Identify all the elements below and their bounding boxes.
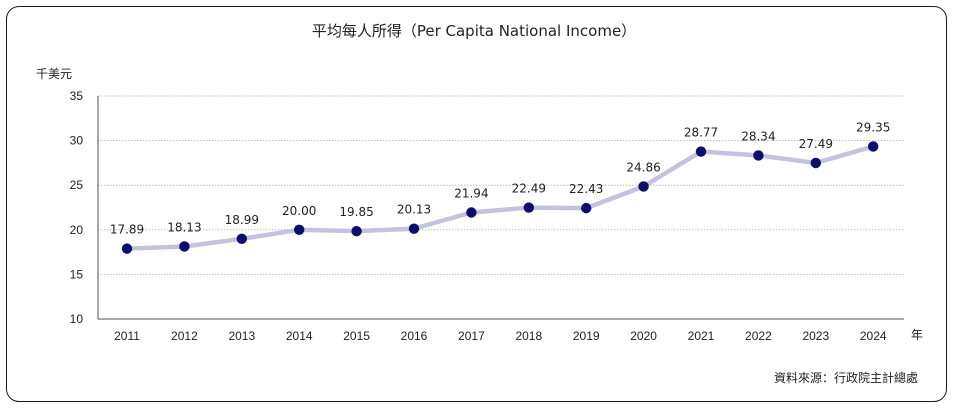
data-point <box>868 141 879 152</box>
data-label: 22.43 <box>569 182 603 196</box>
x-tick-label: 2020 <box>630 329 657 343</box>
x-tick-label: 2019 <box>573 329 600 343</box>
x-tick-label: 2011 <box>114 329 140 343</box>
data-point <box>294 224 305 235</box>
data-label: 24.86 <box>626 160 660 174</box>
data-label: 19.85 <box>339 205 373 219</box>
data-point <box>753 150 764 161</box>
x-tick-label: 2018 <box>515 329 542 343</box>
data-label: 18.13 <box>167 220 201 234</box>
y-tick-label: 15 <box>70 267 84 281</box>
data-label: 29.35 <box>856 120 890 134</box>
x-tick-label: 2021 <box>688 329 715 343</box>
series-income <box>121 141 879 254</box>
x-tick-label: 2012 <box>171 329 198 343</box>
x-axis-unit: 年 <box>911 328 923 342</box>
data-label: 22.49 <box>512 182 546 196</box>
y-tick-label: 20 <box>70 223 84 237</box>
data-point <box>351 225 362 237</box>
source-note: 資料來源：行政院主計總處 <box>774 370 918 385</box>
data-label: 28.34 <box>741 129 775 143</box>
data-label: 27.49 <box>799 137 833 151</box>
chart-title: 平均每人所得（Per Capita National Income） <box>312 22 636 40</box>
x-tick-label: 2015 <box>343 329 370 343</box>
data-label: 17.89 <box>110 223 144 237</box>
data-point <box>408 223 420 234</box>
series-line <box>124 144 876 251</box>
x-axis-ticks: 2011 2012 2013 2014 2015 2016 2017 2018 2019 2020… <box>114 329 887 343</box>
data-label: 20.13 <box>397 203 431 217</box>
y-axis-ticks: 10 15 20 25 30 35 <box>70 89 84 326</box>
x-tick-label: 2013 <box>228 329 255 343</box>
data-point <box>581 202 592 214</box>
x-tick-label: 2016 <box>401 329 428 343</box>
y-tick-label: 25 <box>70 178 84 192</box>
data-label: 18.99 <box>225 213 259 227</box>
y-tick-label: 35 <box>70 89 84 103</box>
y-tick-label: 10 <box>70 312 84 326</box>
data-label: 28.77 <box>684 126 718 140</box>
data-point <box>121 243 133 254</box>
data-label: 20.00 <box>282 204 316 218</box>
y-axis-unit: 千美元 <box>36 67 72 81</box>
data-label: 21.94 <box>454 186 488 200</box>
data-point <box>523 202 534 213</box>
x-tick-label: 2022 <box>745 329 772 343</box>
data-point <box>236 233 247 245</box>
x-tick-label: 2023 <box>802 329 829 343</box>
data-point <box>179 241 190 252</box>
data-point <box>466 207 477 218</box>
chart-frame <box>6 6 947 402</box>
y-tick-label: 30 <box>70 134 84 148</box>
x-tick-label: 2024 <box>860 329 887 343</box>
x-tick-label: 2014 <box>286 329 313 343</box>
data-point <box>810 157 821 169</box>
data-point <box>638 181 649 192</box>
gridlines <box>97 95 904 320</box>
data-point <box>695 146 707 157</box>
data-labels: 17.89 18.13 18.99 20.00 19.85 20.13 21.94 22.49… <box>110 120 891 236</box>
x-tick-label: 2017 <box>458 329 485 343</box>
